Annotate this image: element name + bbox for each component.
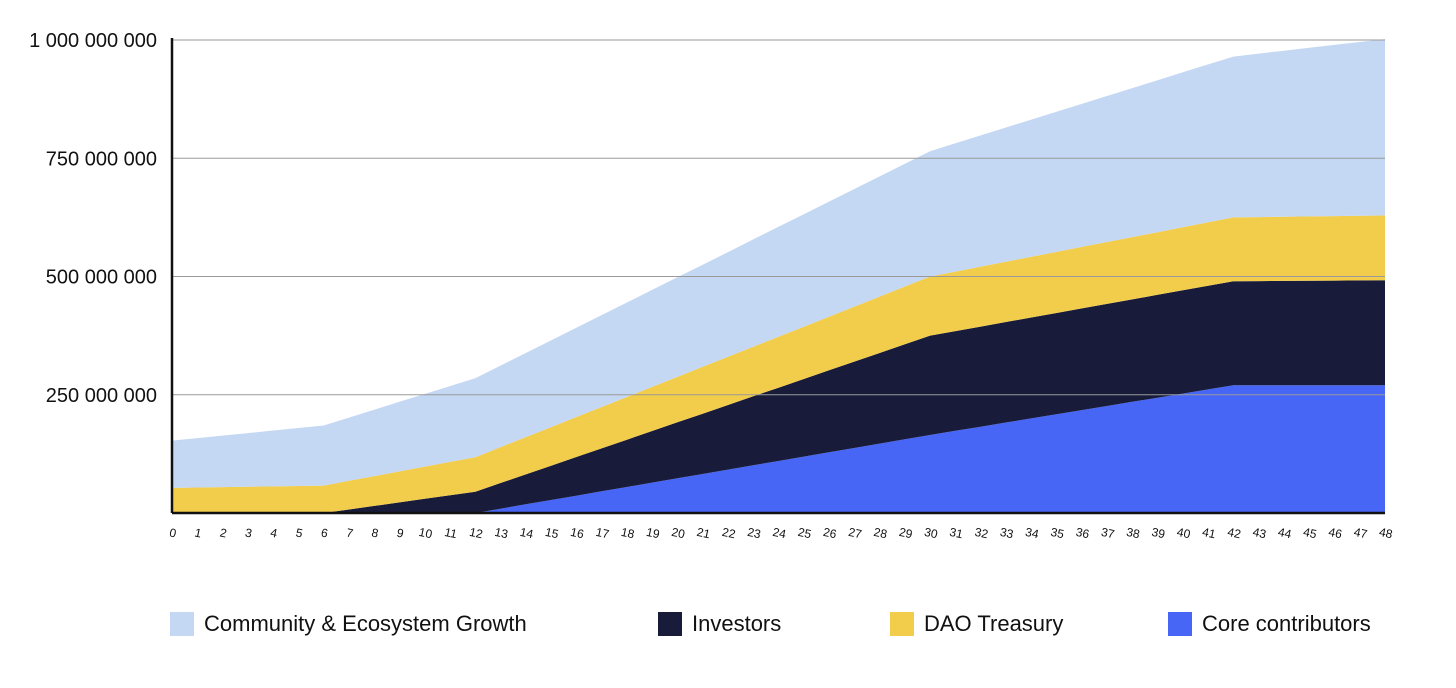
x-tick-label: 27 (847, 525, 863, 542)
x-tick-label: 23 (746, 525, 762, 542)
x-tick-label: 12 (468, 525, 484, 542)
legend-label-investors: Investors (692, 611, 782, 636)
x-tick-label: 15 (544, 525, 560, 542)
x-tick-label: 14 (519, 525, 535, 542)
legend-label-core-contributors: Core contributors (1202, 611, 1371, 636)
x-tick-label: 26 (822, 525, 838, 542)
x-tick-label: 16 (569, 525, 585, 542)
x-tick-label: 8 (370, 526, 380, 541)
x-tick-label: 25 (797, 525, 813, 542)
axes-layer (170, 38, 1385, 515)
x-tick-label: 36 (1075, 525, 1091, 542)
x-tick-labels: 0 1 2 3 4 5 6 7 8 9 10 11 12 13 14 15 16 17 18 19 20 21 22 23 24… (168, 525, 1394, 542)
x-tick-label: 38 (1125, 525, 1141, 542)
x-tick-label: 18 (620, 525, 636, 542)
x-tick-label: 40 (1176, 525, 1192, 542)
x-tick-label: 47 (1353, 525, 1369, 542)
x-tick-label: 37 (1100, 525, 1116, 542)
legend: Community & Ecosystem Growth Investors D… (0, 606, 1456, 646)
area-dao-treasury (172, 215, 1385, 513)
x-tick-label: 19 (645, 525, 661, 542)
x-tick-label: 1 (193, 526, 203, 541)
y-tick-label: 750 000 000 (46, 148, 157, 170)
x-tick-label: 20 (670, 525, 686, 542)
x-tick-label: 34 (1024, 525, 1040, 542)
x-tick-label: 39 (1150, 525, 1166, 542)
x-tick-label: 41 (1201, 525, 1217, 542)
legend-label-dao-treasury: DAO Treasury (924, 611, 1064, 636)
legend-item-investors: Investors (658, 606, 781, 642)
legend-swatch-investors (658, 612, 682, 636)
area-investors (172, 280, 1385, 513)
x-tick-label: 24 (771, 525, 787, 542)
legend-swatch-core-contributors (1168, 612, 1192, 636)
x-tick-label: 30 (923, 525, 939, 542)
x-tick-label: 32 (974, 525, 990, 542)
x-tick-label: 46 (1327, 525, 1343, 542)
x-tick-label: 35 (1049, 525, 1065, 542)
legend-item-core-contributors: Core contributors (1168, 606, 1371, 642)
x-tick-label: 0 (168, 526, 178, 541)
x-tick-label: 33 (999, 525, 1015, 542)
x-tick-label: 11 (443, 525, 458, 541)
x-tick-label: 21 (696, 525, 712, 542)
x-tick-label: 29 (898, 525, 914, 542)
x-tick-label: 7 (345, 526, 355, 541)
area-community-and-ecosystem-growth (172, 39, 1385, 488)
x-tick-label: 4 (269, 526, 279, 541)
x-tick-label: 3 (244, 526, 254, 541)
x-tick-label: 31 (948, 525, 964, 542)
x-tick-label: 2 (219, 526, 229, 541)
x-tick-label: 6 (320, 526, 330, 541)
legend-swatch-community (170, 612, 194, 636)
x-tick-label: 44 (1277, 525, 1293, 542)
y-tick-label: 500 000 000 (46, 267, 157, 289)
x-tick-label: 45 (1302, 525, 1318, 542)
legend-item-dao-treasury: DAO Treasury (890, 606, 1063, 642)
x-tick-label: 13 (493, 525, 509, 542)
legend-swatch-dao-treasury (890, 612, 914, 636)
legend-item-community: Community & Ecosystem Growth (170, 606, 527, 642)
x-tick-label: 10 (418, 525, 434, 542)
areas-layer (172, 39, 1385, 513)
area-core-contributors (172, 385, 1385, 513)
x-tick-label: 22 (721, 525, 737, 542)
y-tick-label: 250 000 000 (46, 385, 157, 407)
x-tick-label: 28 (872, 525, 888, 542)
x-tick-label: 48 (1378, 525, 1394, 542)
y-tick-label: 1 000 000 000 (29, 30, 157, 52)
x-tick-label: 9 (396, 526, 406, 541)
x-tick-label: 42 (1226, 525, 1242, 542)
x-tick-label: 5 (294, 526, 304, 541)
x-tick-label: 17 (594, 525, 610, 542)
y-tick-labels: 250 000 000 500 000 000 750 000 000 1 000 0… (29, 30, 157, 407)
grid-layer (172, 39, 1385, 396)
legend-label-community: Community & Ecosystem Growth (204, 611, 527, 636)
x-tick-label: 43 (1251, 525, 1267, 542)
